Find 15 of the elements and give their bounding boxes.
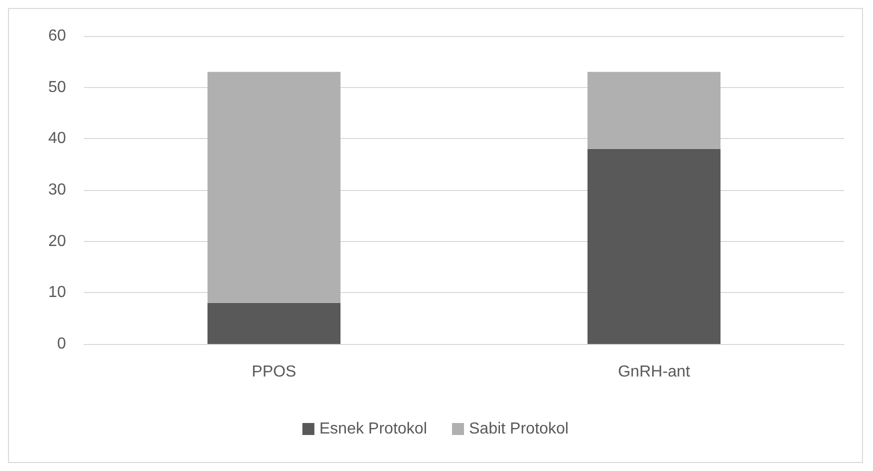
x-tick-label: PPOS	[252, 364, 296, 380]
bar	[208, 302, 340, 344]
legend-label: Esnek Protokol	[319, 420, 427, 438]
y-tick-label: 40	[48, 130, 66, 148]
y-tick-label: 0	[57, 336, 66, 352]
bar	[588, 148, 720, 344]
y-tick-label: 60	[48, 28, 66, 44]
x-tick-label: GnRH-ant	[618, 364, 691, 380]
legend-label: Sabit Protokol	[469, 420, 569, 438]
bar	[588, 72, 720, 149]
y-tick-label: 20	[48, 232, 66, 250]
y-tick-label: 10	[48, 284, 66, 302]
bar	[208, 72, 340, 303]
y-tick-label: 50	[48, 78, 66, 96]
y-tick-label: 30	[48, 182, 66, 198]
